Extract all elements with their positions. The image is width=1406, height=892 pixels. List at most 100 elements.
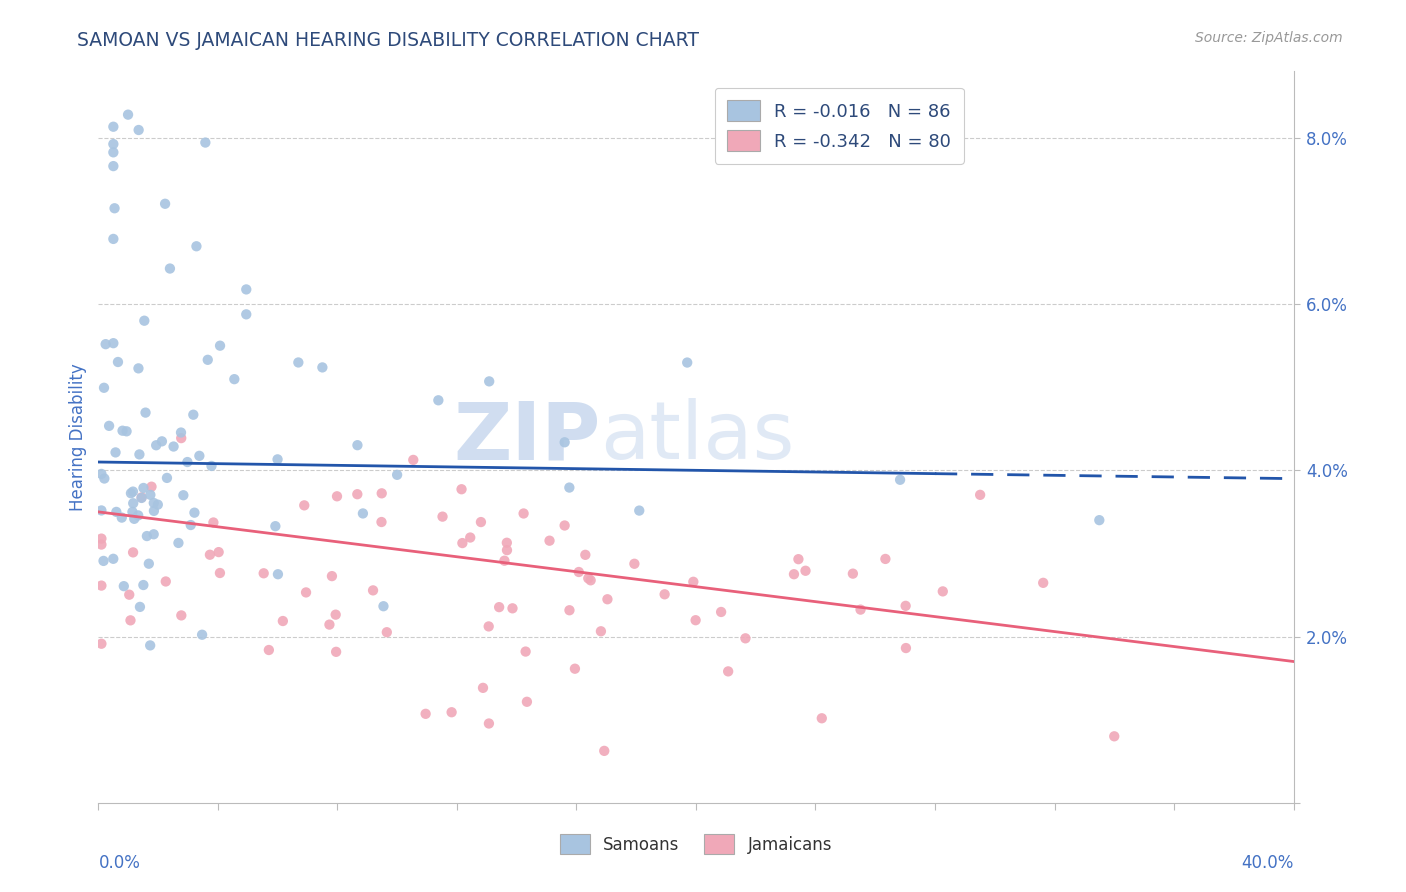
Point (135, 406, 157, 420)
Point (103, 232, 125, 246)
Text: 40.0%: 40.0% (1241, 855, 1294, 872)
Point (188, 449, 211, 463)
Point (93, 471, 115, 485)
Point (191, 628, 214, 642)
Point (574, 548, 596, 562)
Point (346, 487, 368, 501)
Point (155, 574, 177, 589)
Point (311, 360, 333, 375)
Point (153, 196, 176, 211)
Point (128, 447, 150, 461)
Point (318, 617, 340, 632)
Point (198, 548, 221, 562)
Point (576, 571, 599, 585)
Point (385, 467, 408, 482)
Point (103, 201, 125, 215)
Point (122, 484, 145, 499)
Point (128, 123, 150, 137)
Point (375, 625, 398, 640)
Point (132, 481, 155, 495)
Point (176, 455, 198, 469)
Point (142, 496, 165, 510)
Point (564, 662, 586, 676)
Point (402, 453, 425, 467)
Point (93, 554, 115, 568)
Point (1032, 575, 1054, 590)
Point (589, 624, 612, 639)
Point (122, 512, 145, 526)
Point (969, 488, 991, 502)
Point (202, 516, 225, 530)
Point (111, 510, 134, 524)
Point (579, 574, 602, 588)
Point (141, 480, 163, 494)
Y-axis label: Hearing Disability: Hearing Disability (69, 363, 87, 511)
Point (346, 438, 368, 452)
Point (685, 613, 707, 627)
Point (112, 579, 135, 593)
Point (183, 506, 205, 520)
Point (458, 531, 481, 545)
Point (558, 481, 581, 495)
Point (138, 557, 160, 571)
Point (496, 543, 519, 558)
Point (194, 136, 217, 150)
Point (932, 584, 955, 599)
Point (104, 445, 127, 459)
Point (135, 529, 157, 543)
Point (103, 159, 125, 173)
Point (146, 498, 169, 512)
Point (516, 695, 538, 709)
Point (842, 566, 865, 581)
Point (321, 569, 343, 583)
Point (90, 637, 112, 651)
Point (501, 601, 523, 615)
Point (235, 307, 257, 321)
Point (90, 578, 112, 592)
Point (325, 607, 347, 622)
Point (257, 643, 280, 657)
Point (209, 339, 232, 353)
Point (554, 518, 576, 533)
Point (134, 314, 156, 328)
Point (200, 458, 222, 473)
Point (253, 566, 276, 581)
Text: ZIP: ZIP (453, 398, 600, 476)
Point (415, 706, 437, 721)
Point (894, 599, 917, 613)
Point (90, 537, 112, 551)
Point (139, 488, 162, 502)
Point (122, 545, 145, 559)
Point (361, 583, 384, 598)
Point (440, 705, 463, 719)
Point (103, 145, 125, 160)
Point (170, 608, 193, 623)
Point (451, 536, 474, 550)
Point (224, 372, 246, 386)
Point (478, 619, 501, 633)
Point (117, 108, 139, 122)
Point (129, 599, 152, 614)
Point (142, 504, 165, 518)
Point (132, 578, 155, 592)
Point (98, 418, 121, 433)
Point (107, 355, 129, 369)
Point (373, 599, 395, 614)
Point (710, 605, 733, 619)
Point (271, 614, 294, 628)
Point (432, 509, 454, 524)
Point (186, 239, 208, 253)
Point (131, 491, 153, 505)
Text: SAMOAN VS JAMAICAN HEARING DISABILITY CORRELATION CHART: SAMOAN VS JAMAICAN HEARING DISABILITY CO… (77, 31, 699, 50)
Point (734, 632, 756, 646)
Point (122, 496, 145, 510)
Point (512, 507, 534, 521)
Point (783, 567, 806, 582)
Point (287, 355, 309, 369)
Point (568, 565, 591, 579)
Point (142, 527, 165, 541)
Point (495, 535, 517, 549)
Point (264, 519, 287, 533)
Point (370, 486, 392, 500)
Point (162, 440, 184, 454)
